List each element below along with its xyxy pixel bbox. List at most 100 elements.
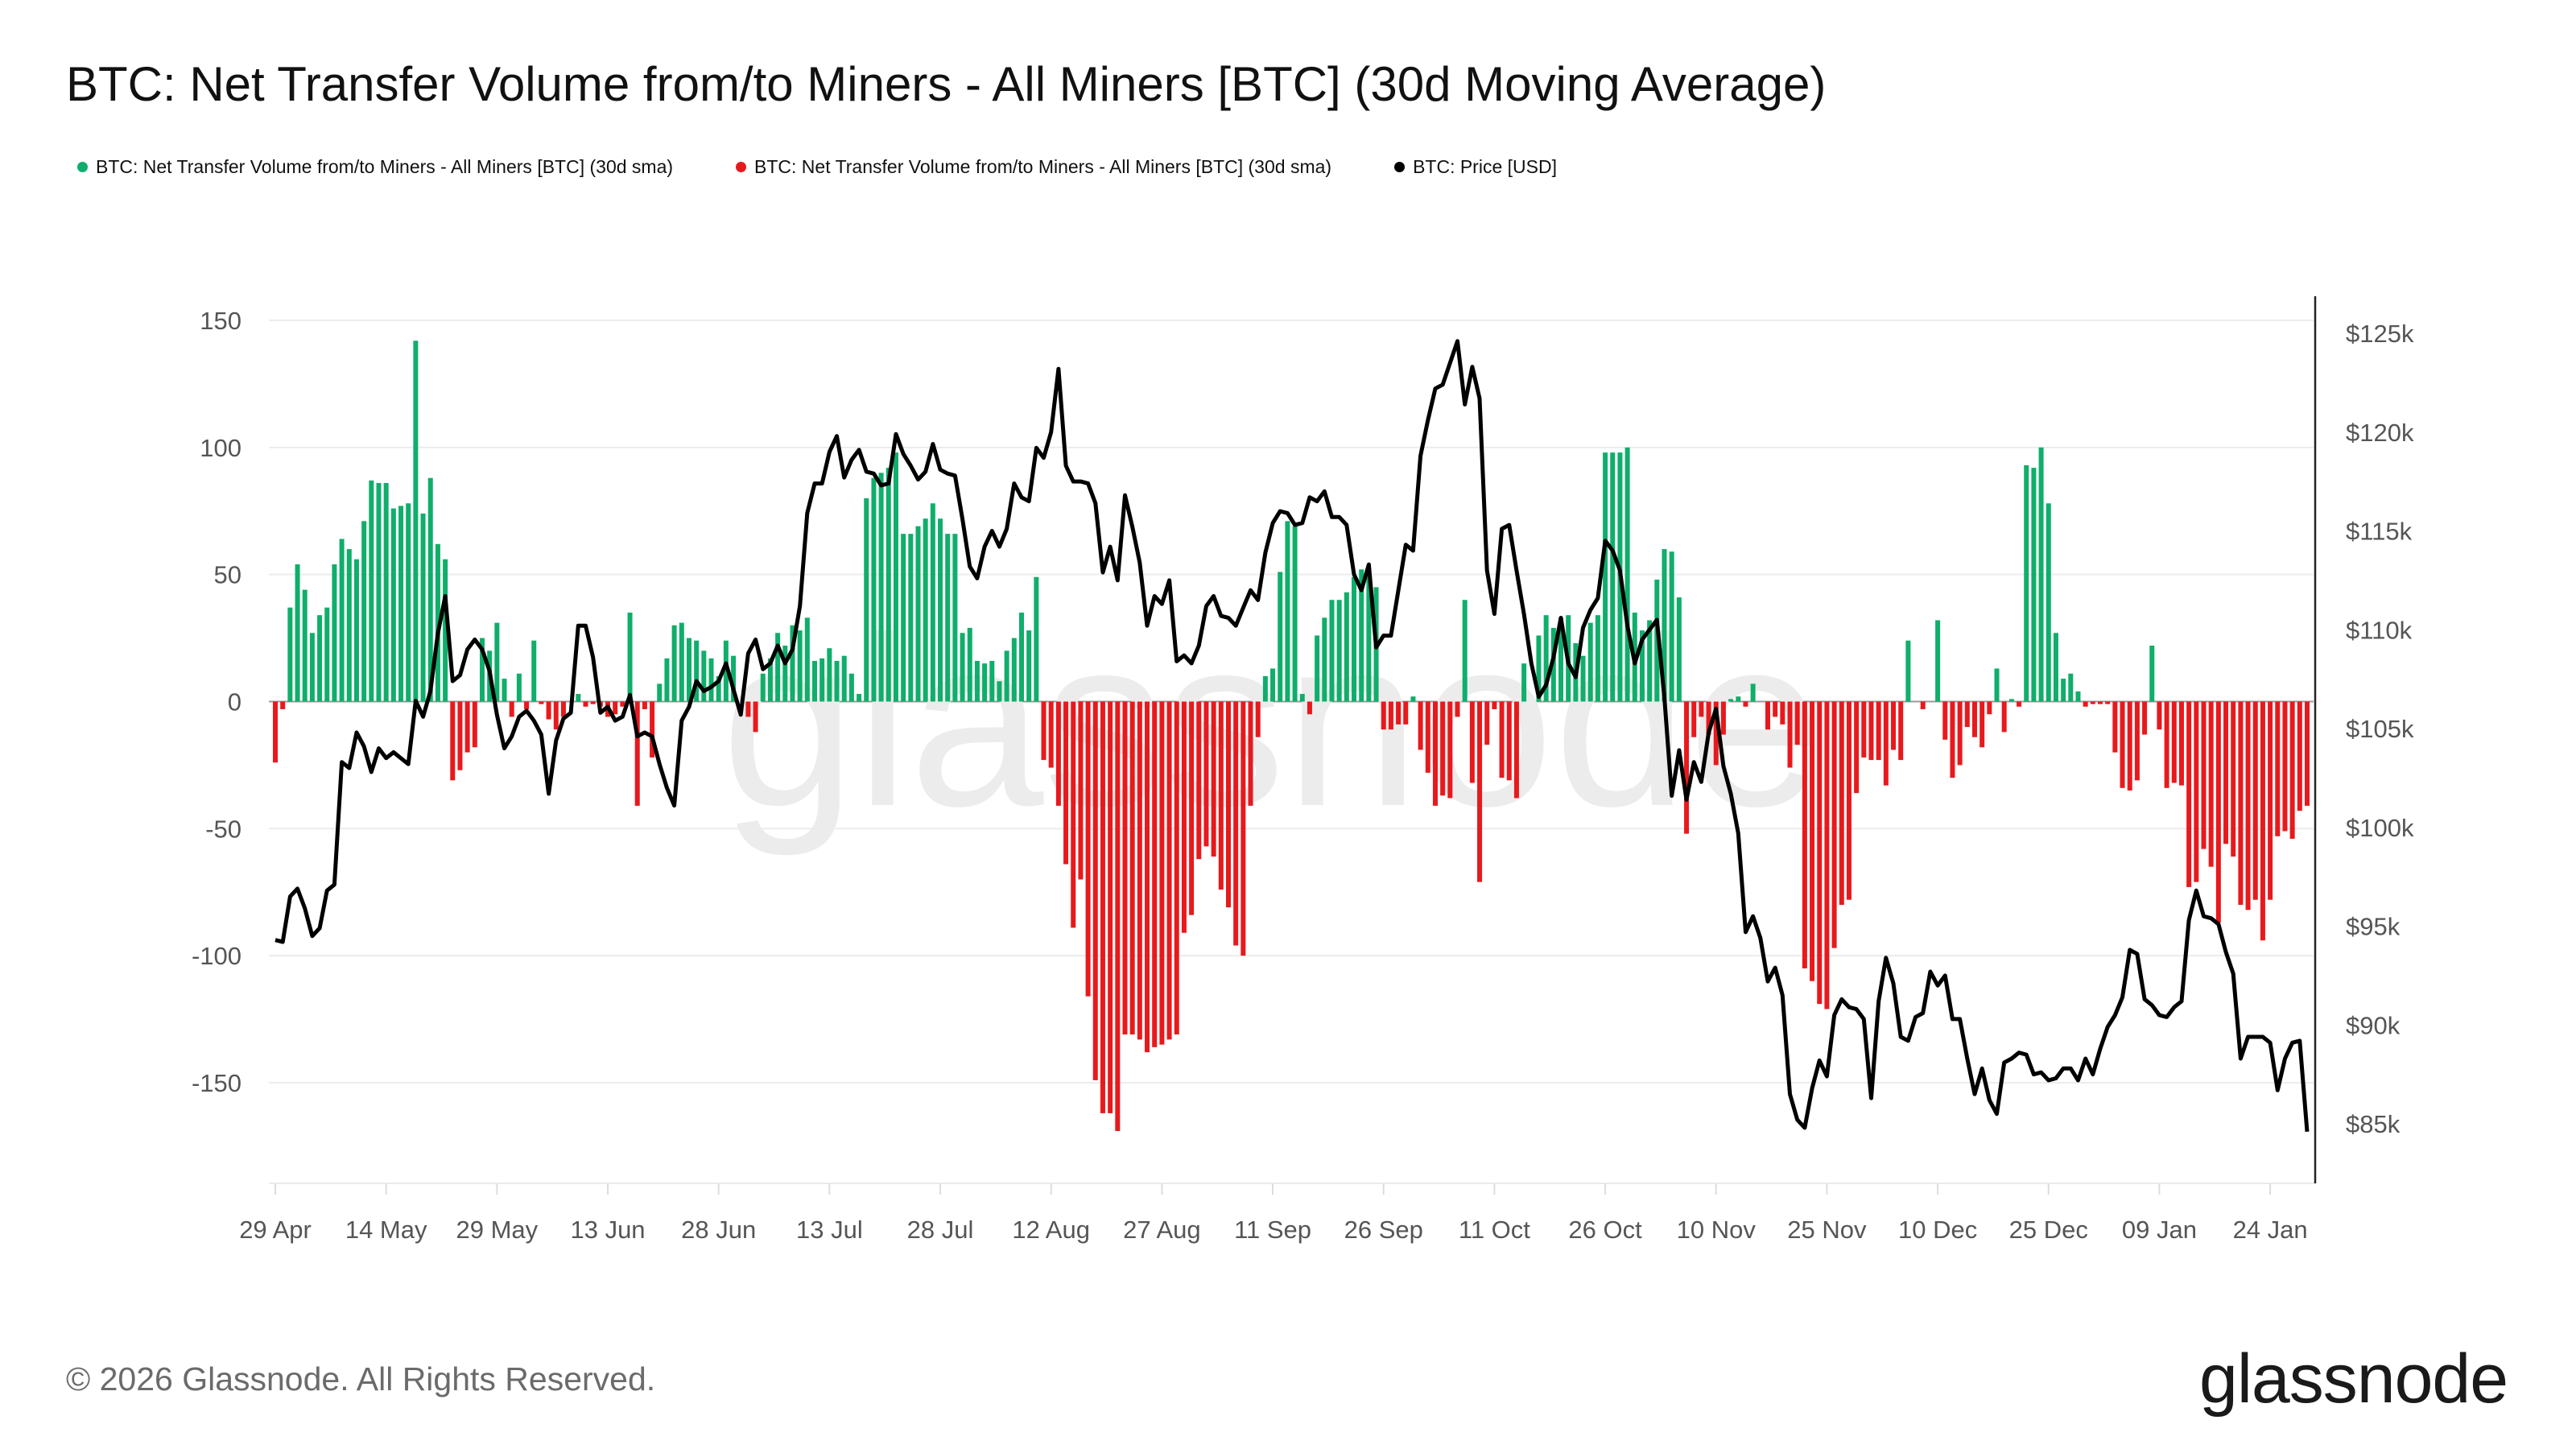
chart-title: BTC: Net Transfer Volume from/to Miners … — [66, 57, 1827, 111]
bar-negative — [1108, 701, 1113, 1113]
y-tick-label: -100 — [192, 942, 242, 970]
legend-item-positive-volume[interactable]: BTC: Net Transfer Volume from/to Miners … — [77, 156, 673, 178]
bar-negative — [2260, 701, 2265, 941]
x-tick-label: 26 Oct — [1568, 1216, 1642, 1244]
right-axis-labels: $125k $120k $115k $110k $105k $100k $95k $90k $8… — [2346, 320, 2414, 1138]
x-tick-label: 09 Jan — [2122, 1216, 2197, 1244]
bar-negative — [1979, 701, 1985, 748]
bar-positive — [1285, 521, 1290, 702]
bar-negative — [1950, 701, 1955, 778]
bar-negative — [1063, 701, 1069, 865]
bar-positive — [923, 518, 928, 702]
legend: BTC: Net Transfer Volume from/to Miners … — [77, 156, 1620, 178]
bar-negative — [2157, 701, 2162, 730]
bar-negative — [2001, 701, 2007, 733]
bar-positive — [1344, 592, 1349, 702]
bar-positive — [1905, 640, 1911, 702]
bar-positive — [1624, 447, 1630, 702]
bar-negative — [546, 701, 551, 720]
x-tick-label: 26 Sep — [1344, 1216, 1423, 1244]
bar-positive — [1034, 576, 1039, 702]
bar-positive — [664, 658, 670, 702]
bar-negative — [450, 701, 456, 781]
bar-negative — [1891, 701, 1897, 750]
bar-negative — [2164, 701, 2169, 788]
bar-positive — [694, 640, 700, 702]
bar-negative — [1071, 701, 1076, 928]
bar-negative — [1255, 701, 1261, 737]
bar-positive — [309, 633, 315, 702]
bar-positive — [1750, 683, 1756, 702]
bar-positive — [2061, 679, 2066, 702]
bar-positive — [1026, 630, 1032, 702]
bar-positive — [576, 694, 581, 702]
bar-positive — [332, 564, 337, 702]
bar-positive — [346, 549, 352, 702]
bar-negative — [2134, 701, 2140, 781]
x-tick-label: 10 Nov — [1677, 1216, 1757, 1244]
bar-positive — [406, 503, 411, 702]
bar-negative — [2268, 701, 2273, 900]
bar-negative — [2282, 701, 2288, 832]
bar-negative — [753, 701, 758, 733]
bar-positive — [723, 640, 729, 702]
bar-negative — [1743, 701, 1748, 707]
bar-positive — [1359, 569, 1364, 702]
bar-negative — [1145, 701, 1150, 1053]
price-tick-label: $110k — [2346, 616, 2413, 644]
bar-negative — [2245, 701, 2251, 910]
bar-positive — [420, 513, 426, 702]
legend-item-price[interactable]: BTC: Price [USD] — [1394, 156, 1557, 178]
bar-positive — [893, 452, 898, 702]
bar-negative — [650, 701, 655, 758]
x-tick-label: 11 Oct — [1459, 1216, 1530, 1244]
bar-positive — [1292, 526, 1298, 702]
y-tick-label: 50 — [214, 561, 242, 589]
bar-positive — [1004, 650, 1009, 702]
bar-positive — [857, 694, 862, 702]
bar-negative — [1100, 701, 1105, 1113]
bar-negative — [1876, 701, 1881, 761]
bar-positive — [1352, 576, 1357, 702]
bar-positive — [361, 521, 367, 702]
bar-positive — [1639, 630, 1645, 702]
legend-item-negative-volume[interactable]: BTC: Net Transfer Volume from/to Miners … — [736, 156, 1331, 178]
bar-positive — [952, 534, 958, 702]
bar-positive — [531, 640, 537, 702]
x-tick-label: 14 May — [345, 1216, 427, 1244]
bar-negative — [583, 701, 588, 707]
bar-positive — [1410, 696, 1416, 702]
bar-negative — [1706, 701, 1711, 735]
bar-positive — [1329, 600, 1335, 702]
bar-positive — [627, 613, 633, 702]
bar-negative — [560, 701, 566, 717]
bar-negative — [1699, 701, 1704, 717]
bar-positive — [494, 622, 500, 702]
bar-positive — [671, 625, 677, 702]
x-tick-label: 10 Dec — [1898, 1216, 1977, 1244]
bar-positive — [2008, 699, 2014, 702]
bar-negative — [2120, 701, 2125, 788]
bar-positive — [797, 630, 803, 702]
bar-negative — [2289, 701, 2295, 839]
bar-negative — [1041, 701, 1046, 761]
bar-negative — [1196, 701, 1202, 860]
bar-negative — [1241, 701, 1246, 956]
bar-positive — [812, 660, 818, 702]
bar-negative — [1189, 701, 1195, 915]
bar-positive — [782, 646, 788, 702]
bar-positive — [1647, 620, 1653, 702]
bar-negative — [1802, 701, 1807, 968]
bar-negative — [273, 701, 278, 763]
bar-negative — [1381, 701, 1386, 730]
bar-positive — [1669, 551, 1674, 702]
bar-positive — [1536, 635, 1542, 702]
legend-dot-black-icon — [1394, 162, 1406, 172]
bar-negative — [2208, 701, 2214, 867]
bar-positive — [295, 564, 300, 702]
bar-positive — [848, 673, 854, 702]
bar-negative — [1477, 701, 1483, 882]
bar-negative — [1048, 701, 1054, 768]
x-tick-label: 24 Jan — [2233, 1216, 2308, 1244]
